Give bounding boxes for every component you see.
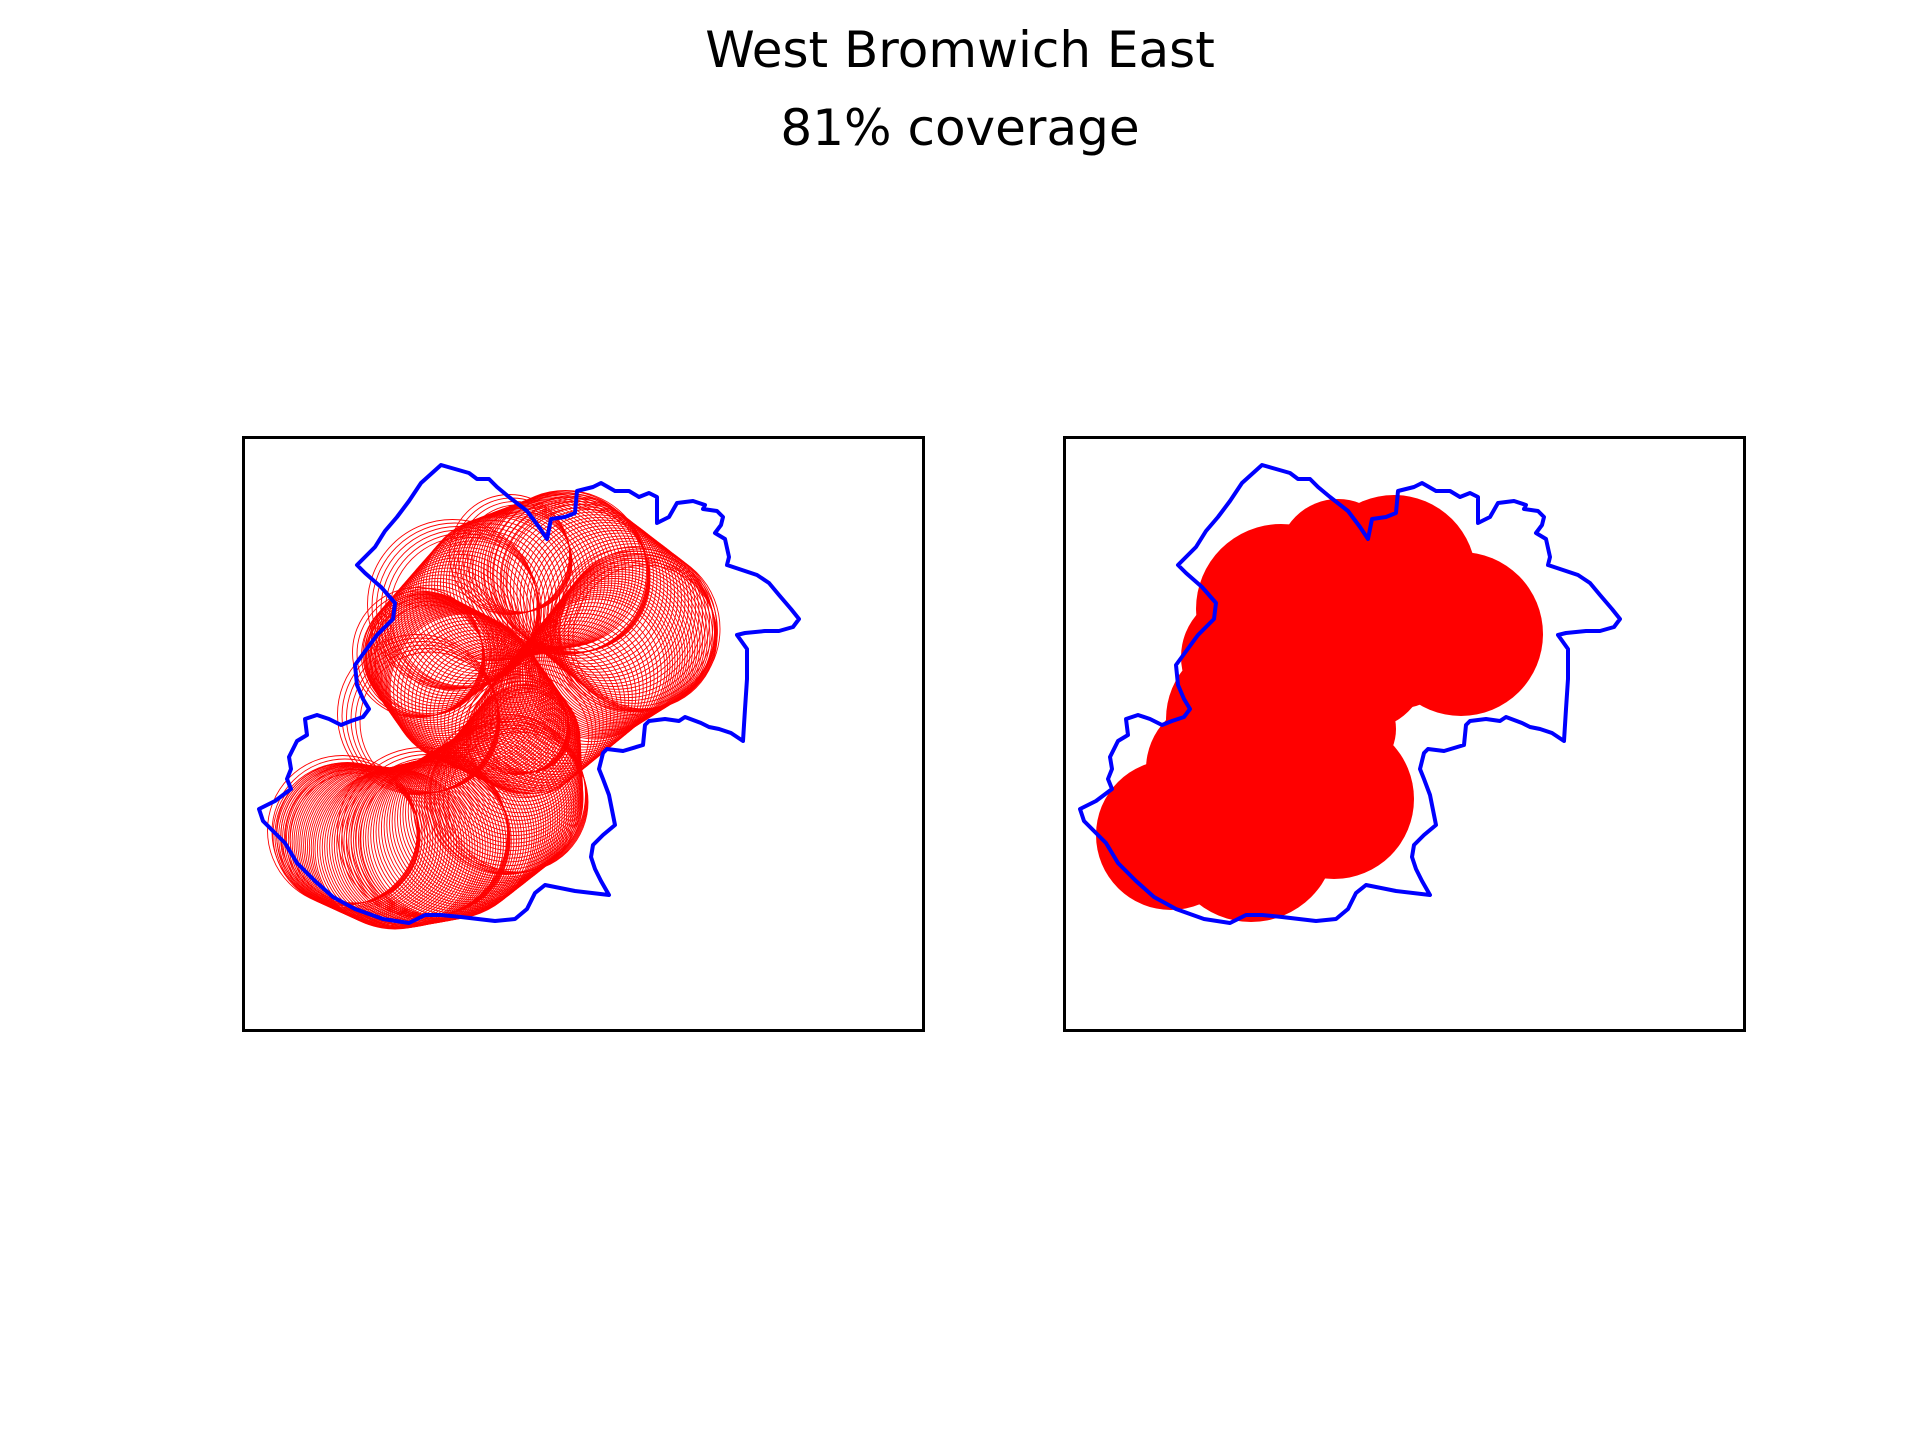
coverage-circle-outline [478, 660, 604, 786]
coverage-circle-outline [471, 677, 569, 775]
coverage-circle-outline [365, 597, 485, 717]
coverage-circle-outline [467, 674, 568, 775]
coverage-circle-outline [502, 627, 637, 762]
coverage-circle-outline [289, 772, 421, 904]
coverage-circle-outline [538, 578, 688, 728]
coverage-circle-outline [483, 490, 648, 655]
coverage-circle-outline [429, 648, 561, 780]
coverage-circle-outline [545, 569, 698, 722]
coverage-circle-outline [509, 509, 668, 668]
coverage-circle-outline [346, 641, 499, 794]
coverage-circle-outline [532, 527, 693, 687]
coverage-subtitle: 81% coverage [780, 99, 1140, 157]
coverage-circle-outline [368, 596, 500, 728]
coverage-circle-outline [519, 516, 679, 676]
coverage-circle-outline [532, 587, 678, 733]
coverage-circle-outline [548, 564, 703, 719]
coverage-circle-outline [341, 637, 499, 795]
coverage-circle-outline [559, 554, 716, 711]
coverage-circle-outline [352, 587, 483, 718]
coverage-circle-outline [563, 557, 717, 711]
coverage-circle-outline [475, 664, 600, 789]
coverage-circle-outline [371, 522, 539, 690]
coverage-circle-outline [568, 561, 717, 710]
coverage-circle-outline [503, 503, 661, 662]
figure-title: West Bromwich East [705, 21, 1215, 79]
coverage-circle-outline [418, 639, 555, 776]
coverage-circle-outline [356, 590, 484, 718]
coverage-circle-outline [554, 550, 716, 712]
coverage-circle-outline [476, 681, 569, 774]
coverage-circle-outline [429, 717, 587, 875]
coverage-circle-outline [516, 514, 675, 673]
coverage-circle-outline [385, 533, 540, 688]
coverage-circle-outline [505, 507, 651, 653]
coverage-circle-outline [529, 591, 673, 736]
coverage-circle-outline [374, 604, 486, 716]
coverage-circle-outline [370, 601, 485, 716]
coverage-circles-outline-group [267, 490, 721, 930]
coverage-circle-outline [376, 526, 539, 689]
map-panel-filled-union [1063, 436, 1746, 1032]
coverage-circle-outline [485, 688, 570, 773]
coverage-circle-outline [513, 613, 651, 751]
coverage-circle-outline [500, 631, 633, 764]
coverage-circle-outline [550, 547, 715, 712]
coverage-circle-outline [483, 653, 611, 781]
coverage-circle-filled [1326, 569, 1466, 709]
coverage-circle-outline [492, 497, 649, 654]
coverage-circle-outline [434, 721, 587, 874]
coverage-circle-outline [367, 519, 538, 690]
coverage-circle-outline [526, 522, 686, 682]
map-panel-circle-outlines [242, 436, 925, 1032]
coverage-circle-outline [542, 573, 693, 725]
coverage-circle-outline [572, 564, 718, 710]
coverage-circle-outline [529, 524, 689, 685]
coverage-circle-outline [519, 605, 659, 745]
coverage-circle-outline [337, 634, 498, 795]
coverage-circle-outline [489, 691, 571, 773]
coverage-circle-outline [380, 529, 540, 689]
coverage-circle-outline [443, 728, 588, 873]
coverage-circle-outline [549, 540, 710, 701]
coverage-circle-filled [1146, 699, 1286, 839]
coverage-circle-outline [471, 511, 573, 613]
constituency-boundary [1078, 463, 1622, 925]
coverage-circle-outline [359, 651, 501, 793]
coverage-circle-outline [543, 535, 703, 696]
coverage-circle-outline [526, 596, 668, 739]
coverage-circle-outline [267, 755, 418, 906]
coverage-circle-outline [510, 616, 648, 754]
map-svg-left [257, 463, 801, 930]
coverage-circle-outline [398, 547, 535, 684]
coverage-circle-outline [447, 731, 589, 873]
coverage-circle-outline [438, 724, 588, 874]
coverage-circle-outline [472, 667, 597, 792]
coverage-circle-outline [506, 506, 665, 665]
coverage-circle-outline [467, 508, 572, 613]
coverage-circle-outline [449, 494, 570, 615]
coverage-circle-outline [496, 500, 650, 654]
coverage-union-fill-group [1096, 495, 1543, 922]
coverage-circle-outline [285, 769, 420, 904]
coverage-circle-outline [480, 684, 570, 774]
coverage-circle-outline [487, 493, 649, 655]
coverage-circle-outline [480, 656, 608, 784]
coverage-circle-outline [513, 511, 672, 670]
constituency-boundary [257, 463, 801, 925]
map-svg-right [1078, 463, 1622, 925]
coverage-circle-outline [389, 536, 541, 688]
